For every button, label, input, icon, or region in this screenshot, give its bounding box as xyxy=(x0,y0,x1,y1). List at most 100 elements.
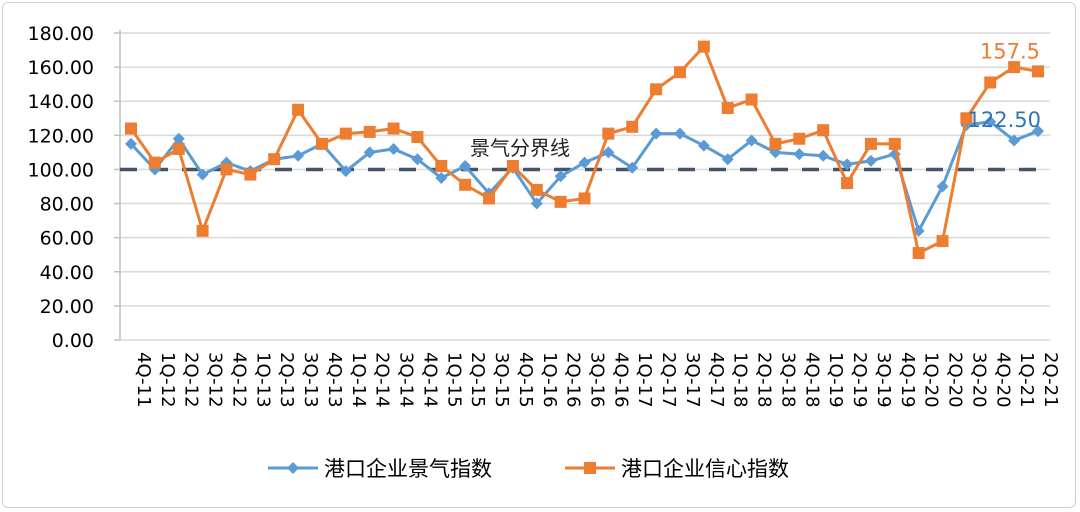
x-tick-label: 2Q-18 xyxy=(754,352,775,408)
data-point-square xyxy=(220,163,233,176)
x-tick-label: 2Q-20 xyxy=(945,352,966,408)
x-tick-label: 2Q-21 xyxy=(1040,352,1061,408)
x-tick-label: 3Q-14 xyxy=(396,352,417,408)
data-point-diamond xyxy=(841,158,854,171)
x-tick-label: 2Q-17 xyxy=(658,352,679,408)
data-point-square xyxy=(984,76,997,89)
series-line xyxy=(129,43,1039,256)
x-tick-label: 1Q-18 xyxy=(730,352,751,408)
data-point-square xyxy=(864,137,877,150)
x-tick-label: 4Q-14 xyxy=(419,352,440,408)
data-point-square xyxy=(530,183,543,196)
data-point-square xyxy=(315,137,328,150)
x-tick-label: 4Q-13 xyxy=(324,352,345,408)
y-tick-label: 80.00 xyxy=(40,194,94,216)
data-point-diamond xyxy=(1008,134,1021,147)
x-tick-label: 1Q-15 xyxy=(443,352,464,408)
x-tick-label: 2Q-15 xyxy=(467,352,488,408)
x-tick-label: 4Q-11 xyxy=(133,352,154,408)
data-point-diamond xyxy=(673,127,686,140)
data-point-square xyxy=(841,177,854,190)
x-tick-label: 2Q-12 xyxy=(181,352,202,408)
y-tick-label: 0.00 xyxy=(52,330,94,352)
data-label: 122.50 xyxy=(968,108,1041,132)
x-tick-label: 1Q-20 xyxy=(921,352,942,408)
x-tick-label: 4Q-16 xyxy=(610,352,631,408)
y-tick-label: 40.00 xyxy=(40,262,94,284)
x-tick-label: 1Q-16 xyxy=(539,352,560,408)
x-tick-label: 2Q-13 xyxy=(276,352,297,408)
data-point-square xyxy=(1008,61,1021,74)
data-point-diamond xyxy=(339,165,352,178)
data-point-square xyxy=(292,103,305,116)
data-point-square xyxy=(602,127,615,140)
data-point-square xyxy=(196,224,209,237)
data-point-square xyxy=(125,122,137,135)
data-point-square xyxy=(554,195,567,208)
data-point-square xyxy=(721,102,734,115)
data-point-diamond xyxy=(817,149,830,162)
data-point-diamond xyxy=(387,142,400,155)
data-point-diamond xyxy=(530,197,543,210)
data-point-diamond xyxy=(1032,125,1044,138)
data-point-diamond xyxy=(936,180,949,193)
data-point-diamond xyxy=(172,132,185,145)
data-point-square xyxy=(148,156,161,169)
data-point-square xyxy=(483,192,496,205)
legend-label: 港口企业景气指数 xyxy=(324,457,492,481)
x-tick-label: 3Q-18 xyxy=(777,352,798,408)
data-point-diamond xyxy=(721,153,734,166)
data-point-diamond xyxy=(793,148,806,161)
x-tick-label: 4Q-12 xyxy=(228,352,249,408)
data-point-square xyxy=(888,137,901,150)
x-tick-label: 3Q-13 xyxy=(300,352,321,408)
x-tick-label: 4Q-19 xyxy=(897,352,918,408)
data-point-square xyxy=(697,40,710,53)
y-tick-label: 100.00 xyxy=(28,159,94,181)
x-tick-label: 4Q-17 xyxy=(706,352,727,408)
data-point-diamond xyxy=(984,115,997,128)
x-tick-label: 4Q-20 xyxy=(992,352,1013,408)
data-point-square xyxy=(745,93,758,106)
data-point-diamond xyxy=(745,134,758,147)
data-label: 157.5 xyxy=(980,39,1040,63)
data-point-square xyxy=(387,122,400,135)
y-tick-label: 20.00 xyxy=(40,296,94,318)
data-point-square xyxy=(244,168,257,181)
data-point-square xyxy=(339,127,352,140)
data-point-square xyxy=(912,247,925,260)
data-point-diamond xyxy=(411,153,424,166)
x-tick-label: 1Q-21 xyxy=(1016,352,1037,408)
data-point-diamond xyxy=(196,168,209,181)
y-tick-label: 160.00 xyxy=(28,57,94,79)
data-point-square xyxy=(506,160,519,173)
x-tick-label: 3Q-15 xyxy=(491,352,512,408)
data-point-diamond xyxy=(578,156,591,169)
x-tick-label: 1Q-14 xyxy=(348,352,369,408)
y-tick-label: 140.00 xyxy=(28,91,94,113)
data-point-diamond xyxy=(626,161,639,174)
y-tick-label: 180.00 xyxy=(28,23,94,45)
data-point-square xyxy=(626,120,639,133)
data-point-square xyxy=(769,137,782,150)
x-tick-label: 2Q-14 xyxy=(372,352,393,408)
data-point-square xyxy=(673,66,686,79)
data-point-diamond xyxy=(697,139,710,152)
data-point-square xyxy=(268,153,281,166)
data-point-diamond xyxy=(125,137,137,150)
data-point-diamond xyxy=(459,160,472,173)
x-tick-label: 1Q-12 xyxy=(157,352,178,408)
data-point-diamond xyxy=(650,127,663,140)
data-point-square xyxy=(960,112,973,125)
data-point-diamond xyxy=(602,146,615,159)
data-point-diamond xyxy=(554,170,567,183)
data-point-square xyxy=(793,132,806,145)
x-tick-label: 4Q-18 xyxy=(801,352,822,408)
x-tick-label: 4Q-15 xyxy=(515,352,536,408)
data-point-square xyxy=(578,192,591,205)
data-point-square xyxy=(435,160,448,173)
legend-diamond-marker xyxy=(287,462,299,474)
data-point-diamond xyxy=(292,149,305,162)
data-point-diamond xyxy=(435,171,448,184)
